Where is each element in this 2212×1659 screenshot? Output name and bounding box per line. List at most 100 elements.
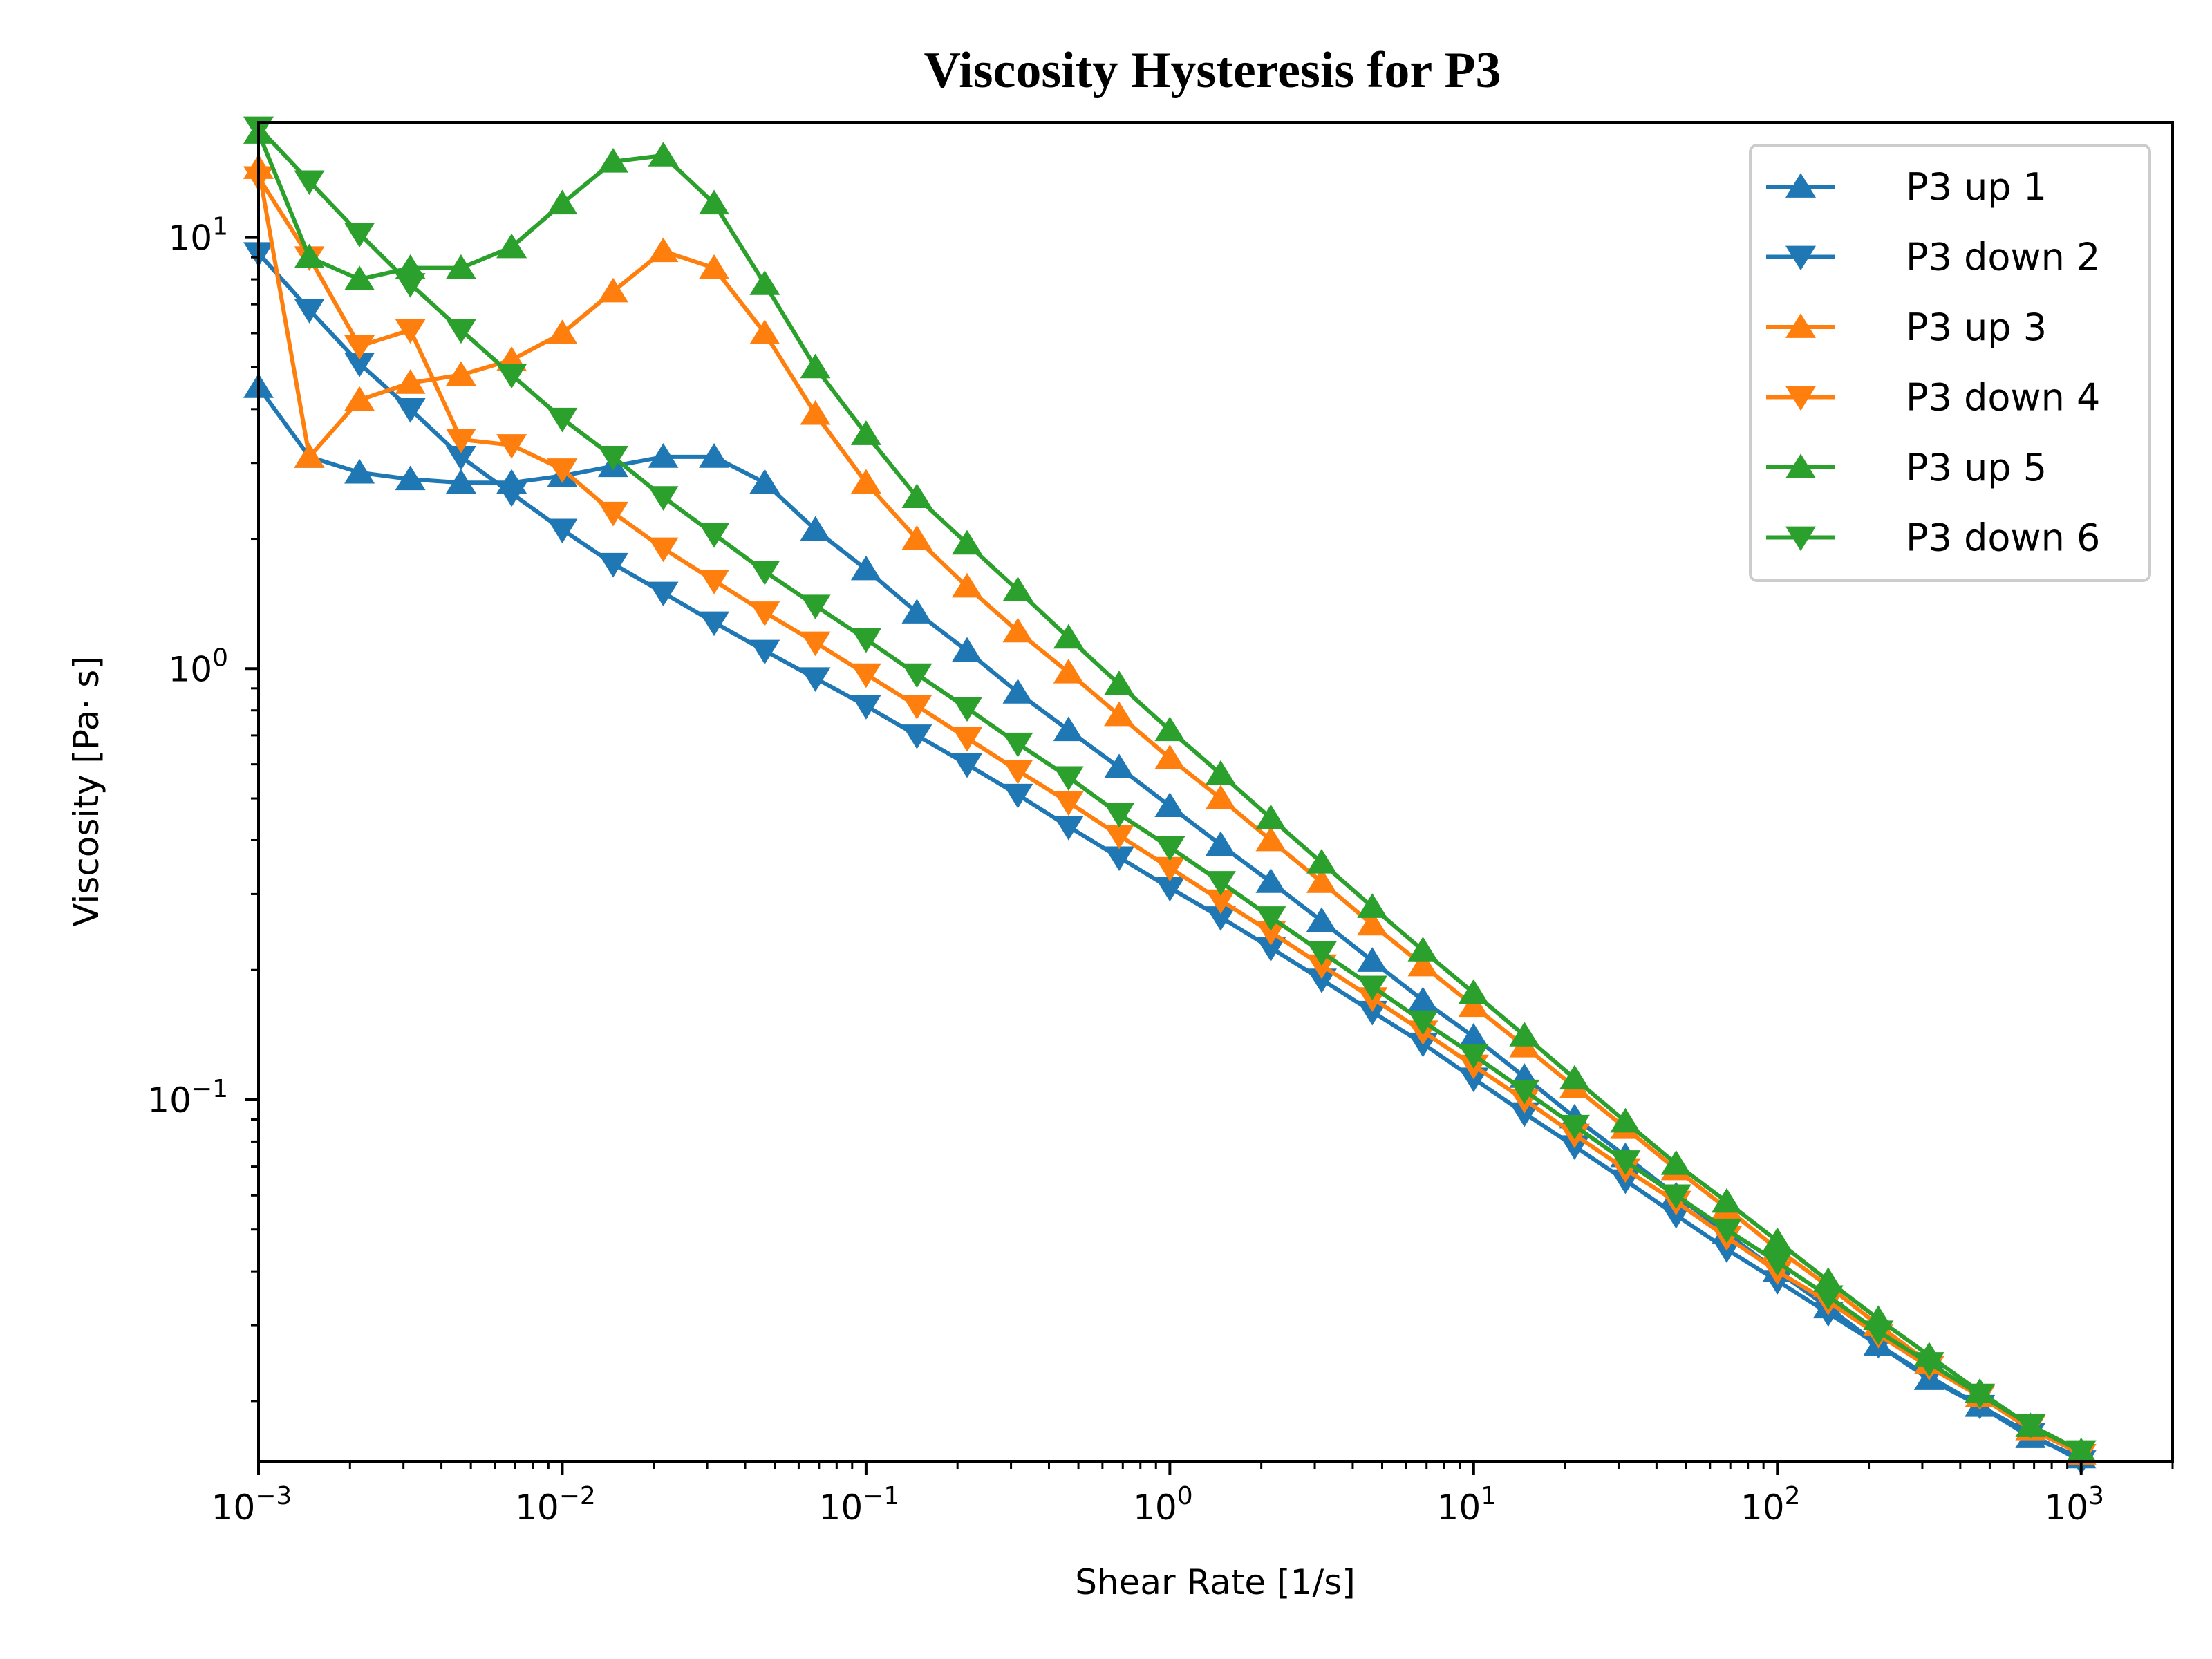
data-point (1002, 577, 1033, 601)
data-point (800, 400, 831, 425)
data-point (1509, 1022, 1540, 1047)
data-point (1205, 871, 1236, 896)
data-point (1154, 716, 1185, 742)
data-point (1053, 816, 1084, 841)
data-point (1002, 617, 1033, 643)
data-point (648, 486, 679, 511)
data-point (1053, 624, 1084, 649)
data-point (1306, 954, 1337, 980)
data-point (1306, 868, 1337, 893)
data-point (800, 516, 831, 541)
data-point (699, 611, 730, 637)
data-point (850, 663, 881, 688)
data-point (1154, 836, 1185, 861)
y-tick-label: 10−1 (147, 1075, 228, 1121)
data-point (1762, 1251, 1793, 1276)
data-point (699, 254, 730, 279)
data-point (445, 428, 476, 453)
data-point (901, 724, 932, 749)
x-tick-label: 103 (2044, 1482, 2104, 1528)
data-point (1104, 846, 1135, 872)
x-tick-label: 100 (1133, 1482, 1193, 1528)
x-tick-label-exponent: 3 (2088, 1482, 2104, 1510)
data-point (597, 277, 628, 303)
data-point (1610, 1150, 1641, 1175)
data-point (648, 237, 679, 263)
legend-item: P3 up 1 (1766, 165, 2047, 209)
data-point (850, 555, 881, 581)
chart-title: Viscosity Hysteresis for P3 (924, 42, 1501, 99)
data-point (344, 335, 375, 360)
y-tick-label-exponent: 1 (212, 213, 228, 241)
y-tick-label-base: 10 (168, 649, 212, 689)
data-point (395, 319, 426, 344)
data-point (1407, 951, 1438, 977)
y-tick-label-base: 10 (147, 1080, 191, 1121)
data-point (850, 695, 881, 720)
data-point (749, 469, 780, 494)
x-tick-label-base: 10 (2044, 1488, 2088, 1528)
data-point (1610, 1107, 1641, 1133)
data-point (1407, 937, 1438, 962)
x-tick-label-base: 10 (212, 1488, 256, 1528)
x-axis: 10−3 10−2 10−1 100 101 102 103 (212, 1461, 2174, 1528)
data-point (1559, 1065, 1590, 1090)
x-tick-label-exponent: −2 (559, 1482, 596, 1510)
data-point (1002, 732, 1033, 758)
x-tick-label: 101 (1437, 1482, 1497, 1528)
data-point (1053, 766, 1084, 791)
data-point (1559, 1114, 1590, 1140)
data-point (1154, 792, 1185, 817)
data-point (1104, 753, 1135, 779)
x-axis-label: Shear Rate [1/s] (1075, 1562, 1356, 1602)
data-point (749, 270, 780, 295)
data-point (699, 443, 730, 468)
data-point (1255, 921, 1286, 946)
data-point (1509, 1079, 1540, 1105)
data-point (1002, 760, 1033, 785)
legend-item: P3 up 5 (1766, 446, 2047, 489)
x-tick-label-exponent: 0 (1177, 1482, 1193, 1510)
data-point (445, 446, 476, 471)
x-tick-label-base: 10 (1741, 1488, 1785, 1528)
data-point (1863, 1320, 1894, 1346)
data-point (951, 727, 982, 752)
data-point (800, 353, 831, 379)
data-point (1205, 760, 1236, 785)
y-tick-label: 101 (168, 213, 228, 259)
data-point (496, 233, 527, 259)
data-point (1205, 785, 1236, 809)
data-point (1002, 679, 1033, 704)
data-point (951, 753, 982, 778)
legend-marker (1785, 313, 1816, 338)
data-point (1509, 1102, 1540, 1127)
data-point (547, 518, 578, 544)
data-point (1154, 856, 1185, 882)
data-point (1458, 1067, 1489, 1093)
legend-label: P3 up 1 (1906, 165, 2047, 209)
data-point (901, 483, 932, 508)
data-point (1053, 716, 1084, 742)
data-point (1458, 992, 1489, 1018)
data-point (1357, 975, 1388, 1001)
data-point (294, 170, 325, 196)
data-point (1205, 889, 1236, 915)
data-point (1154, 877, 1185, 902)
data-point (1660, 1184, 1691, 1210)
data-point (901, 525, 932, 550)
data-point (951, 529, 982, 555)
data-point (395, 273, 426, 298)
data-point (1357, 1000, 1388, 1026)
data-point (344, 458, 375, 484)
data-point (395, 369, 426, 394)
data-point (496, 364, 527, 389)
legend-label: P3 down 4 (1906, 376, 2100, 420)
legend-item: P3 up 3 (1766, 306, 2047, 349)
data-point (1407, 986, 1438, 1012)
data-point (951, 637, 982, 662)
data-point (344, 223, 375, 248)
data-point (1762, 1227, 1793, 1253)
x-tick-label-exponent: 1 (1481, 1482, 1497, 1510)
legend-item: P3 down 2 (1766, 236, 2100, 279)
